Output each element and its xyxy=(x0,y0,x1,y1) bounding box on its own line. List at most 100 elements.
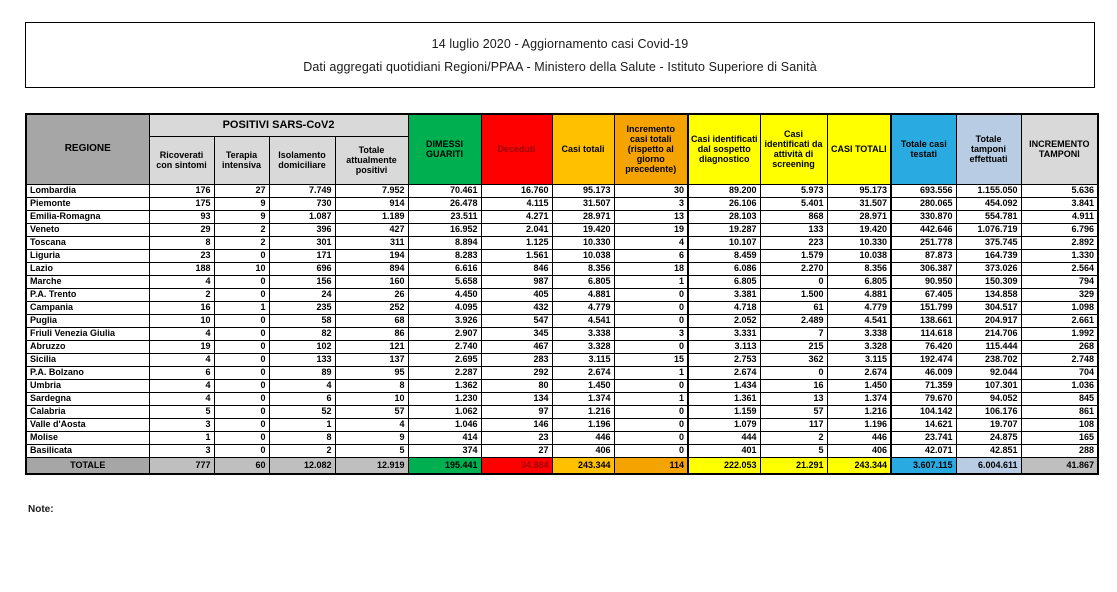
value-cell: 4 xyxy=(268,378,336,393)
table-row: Molise 1 0 8 9 414 23 446 0 444 2 446 23.741 24.875 16… xyxy=(25,430,1099,445)
value-cell: 28.103 xyxy=(687,209,761,224)
value-cell: 238.702 xyxy=(955,352,1022,367)
covid-data-table: REGIONE POSITIVI SARS-CoV2 DIMESSI GUARI… xyxy=(25,113,1100,475)
region-cell: Valle d'Aosta xyxy=(25,417,150,432)
value-cell: 10.038 xyxy=(551,248,615,263)
value-cell: 0 xyxy=(213,443,270,458)
table-row: Campania 16 1 235 252 4.095 432 4.779 0 4.718 61 4.… xyxy=(25,300,1099,315)
value-cell: 1.076.719 xyxy=(955,222,1022,237)
value-cell: 1.098 xyxy=(1020,300,1099,315)
value-cell: 396 xyxy=(268,222,336,237)
value-cell: 19.420 xyxy=(826,222,893,237)
value-cell: 23.741 xyxy=(890,430,957,445)
value-cell: 554.781 xyxy=(955,209,1022,224)
value-cell: 2.674 xyxy=(687,365,761,380)
value-cell: 13 xyxy=(613,209,689,224)
value-cell: 5.658 xyxy=(407,274,482,289)
value-cell: 4 xyxy=(148,378,215,393)
value-cell: 446 xyxy=(826,430,893,445)
value-cell: 696 xyxy=(268,261,336,276)
value-cell: 1.079 xyxy=(687,417,761,432)
value-cell: 2 xyxy=(213,222,270,237)
value-cell: 0 xyxy=(613,300,689,315)
value-cell: 3 xyxy=(613,196,689,211)
region-cell: Umbria xyxy=(25,378,150,393)
table-row: Basilicata 3 0 2 5 374 27 406 0 401 5 406 42.071 42.8… xyxy=(25,443,1099,458)
value-cell: 4 xyxy=(613,235,689,250)
report-title-line2: Dati aggregati quotidiani Regioni/PPAA -… xyxy=(303,59,817,74)
column-header-casi-totali-2: CASI TOTALI xyxy=(826,113,893,185)
value-cell: 2.661 xyxy=(1020,313,1099,328)
value-cell: 23 xyxy=(480,430,553,445)
value-cell: 5 xyxy=(334,443,409,458)
value-cell: 1.374 xyxy=(551,391,615,406)
value-cell: 0 xyxy=(213,404,270,419)
value-cell: 4.541 xyxy=(826,313,893,328)
value-cell: 6 xyxy=(613,248,689,263)
total-value-cell: 195.441 xyxy=(407,456,482,475)
value-cell: 29 xyxy=(148,222,215,237)
value-cell: 9 xyxy=(213,209,270,224)
value-cell: 1 xyxy=(613,274,689,289)
value-cell: 1 xyxy=(613,365,689,380)
value-cell: 115.444 xyxy=(955,339,1022,354)
region-cell: Lombardia xyxy=(25,183,150,198)
value-cell: 89.200 xyxy=(687,183,761,198)
value-cell: 121 xyxy=(334,339,409,354)
value-cell: 3.381 xyxy=(687,287,761,302)
region-cell: Sicilia xyxy=(25,352,150,367)
value-cell: 70.461 xyxy=(407,183,482,198)
value-cell: 23.511 xyxy=(407,209,482,224)
value-cell: 414 xyxy=(407,430,482,445)
region-cell: Marche xyxy=(25,274,150,289)
value-cell: 13 xyxy=(759,391,828,406)
value-cell: 27 xyxy=(480,443,553,458)
value-cell: 87.873 xyxy=(890,248,957,263)
table-row: P.A. Bolzano 6 0 89 95 2.287 292 2.674 1 2.674 0 2.… xyxy=(25,365,1099,380)
subheader-terapia-intensiva: Terapia intensiva xyxy=(213,135,270,185)
value-cell: 102 xyxy=(268,339,336,354)
value-cell: 57 xyxy=(759,404,828,419)
value-cell: 7.749 xyxy=(268,183,336,198)
value-cell: 1.434 xyxy=(687,378,761,393)
value-cell: 3.841 xyxy=(1020,196,1099,211)
value-cell: 4.271 xyxy=(480,209,553,224)
value-cell: 106.176 xyxy=(955,404,1022,419)
value-cell: 108 xyxy=(1020,417,1099,432)
table-row: Lazio 188 10 696 894 6.616 846 8.356 18 6.086 2.27… xyxy=(25,261,1099,276)
region-cell: Liguria xyxy=(25,248,150,263)
value-cell: 0 xyxy=(213,417,270,432)
total-value-cell: 21.291 xyxy=(759,456,828,475)
value-cell: 306.387 xyxy=(890,261,957,276)
value-cell: 6.805 xyxy=(826,274,893,289)
value-cell: 4 xyxy=(148,352,215,367)
value-cell: 845 xyxy=(1020,391,1099,406)
table-row: Emilia-Romagna 93 9 1.087 1.189 23.511 4.271 28… xyxy=(25,209,1099,224)
value-cell: 156 xyxy=(268,274,336,289)
value-cell: 138.661 xyxy=(890,313,957,328)
value-cell: 4.779 xyxy=(551,300,615,315)
value-cell: 192.474 xyxy=(890,352,957,367)
value-cell: 171 xyxy=(268,248,336,263)
value-cell: 2 xyxy=(268,443,336,458)
value-cell: 0 xyxy=(759,365,828,380)
column-header-casi-totali: Casi totali xyxy=(551,113,615,185)
region-cell: Molise xyxy=(25,430,150,445)
value-cell: 9 xyxy=(213,196,270,211)
value-cell: 107.301 xyxy=(955,378,1022,393)
value-cell: 82 xyxy=(268,326,336,341)
value-cell: 4.718 xyxy=(687,300,761,315)
value-cell: 8.459 xyxy=(687,248,761,263)
region-cell: Abruzzo xyxy=(25,339,150,354)
value-cell: 1.374 xyxy=(826,391,893,406)
value-cell: 165 xyxy=(1020,430,1099,445)
value-cell: 1.230 xyxy=(407,391,482,406)
total-value-cell: 12.919 xyxy=(334,456,409,475)
value-cell: 1.330 xyxy=(1020,248,1099,263)
region-cell: Toscana xyxy=(25,235,150,250)
value-cell: 16 xyxy=(148,300,215,315)
value-cell: 861 xyxy=(1020,404,1099,419)
value-cell: 95.173 xyxy=(826,183,893,198)
table-row: Piemonte 175 9 730 914 26.478 4.115 31.507 3 26.1… xyxy=(25,196,1099,211)
